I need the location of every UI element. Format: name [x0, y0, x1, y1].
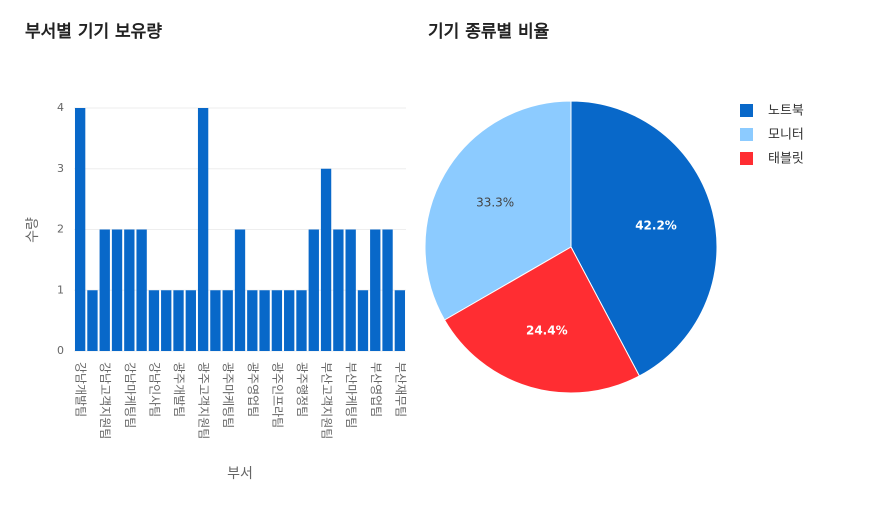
bar: [148, 290, 160, 351]
bar: [74, 108, 86, 351]
legend-swatch: [740, 128, 753, 141]
bar: [234, 229, 246, 351]
legend-swatch: [740, 152, 753, 165]
y-tick-label: 3: [57, 162, 64, 175]
bar: [357, 290, 369, 351]
x-tick-label: 광주고객지원팀: [197, 362, 211, 439]
bar: [136, 229, 147, 351]
bar: [370, 229, 381, 351]
x-tick-label: 부산고객지원팀: [320, 362, 334, 439]
bar: [382, 229, 393, 351]
bar: [271, 290, 283, 351]
bar: [284, 290, 295, 351]
legend-label: 태블릿: [768, 152, 804, 167]
x-tick-label: 광주영업팀: [246, 362, 260, 417]
y-tick-label: 2: [57, 223, 64, 236]
x-tick-label: 강남개발팀: [74, 362, 88, 417]
pie-slice: [570, 100, 718, 377]
bar: [333, 229, 344, 351]
bar: [99, 229, 110, 351]
x-tick-label: 강남고객지원팀: [98, 362, 112, 439]
bar: [185, 290, 196, 351]
bar: [394, 290, 406, 351]
bar-title: 부서별 기기 보유량: [25, 22, 162, 42]
x-axis-title: 부서: [227, 466, 253, 482]
bar: [247, 290, 258, 351]
bar: [87, 290, 98, 351]
legend-label: 모니터: [768, 128, 804, 143]
x-tick-label: 부산영업팀: [369, 362, 383, 417]
bar: [197, 108, 209, 351]
bar: [320, 168, 332, 351]
pie-title: 기기 종류별 비율: [428, 22, 550, 42]
slice-label: 33.3%: [476, 196, 514, 210]
x-tick-label: 광주행정팀: [295, 362, 310, 417]
bar: [345, 229, 356, 351]
x-tick-label: 광주마케팅팀: [221, 362, 235, 428]
x-tick-label: 부산재무팀: [393, 362, 407, 417]
x-tick-label: 광주인프라팀: [270, 362, 284, 428]
bar: [111, 229, 123, 351]
legend-swatch: [740, 104, 753, 117]
y-tick-label: 0: [57, 344, 64, 357]
bar: [173, 290, 184, 351]
bar: [124, 229, 135, 351]
bar: [161, 290, 172, 351]
slice-label: 24.4%: [526, 324, 568, 338]
slice-label: 42.2%: [635, 218, 677, 232]
x-tick-label: 광주개발팀: [172, 362, 186, 417]
bar: [222, 290, 233, 351]
pie-slice: [443, 246, 641, 394]
bar: [210, 290, 221, 351]
y-axis-title: 수량: [25, 217, 41, 243]
y-tick-label: 1: [57, 283, 64, 296]
bar: [259, 290, 270, 351]
x-tick-label: 강남인사팀: [147, 362, 161, 417]
x-tick-label: 부산마케팅팀: [344, 362, 358, 428]
legend-label: 노트북: [768, 104, 804, 119]
pie-slice: [424, 100, 572, 321]
bar: [308, 229, 319, 351]
bar: [296, 290, 307, 351]
y-tick-label: 4: [57, 101, 64, 114]
x-tick-label: 강남마케팅팀: [123, 362, 137, 428]
